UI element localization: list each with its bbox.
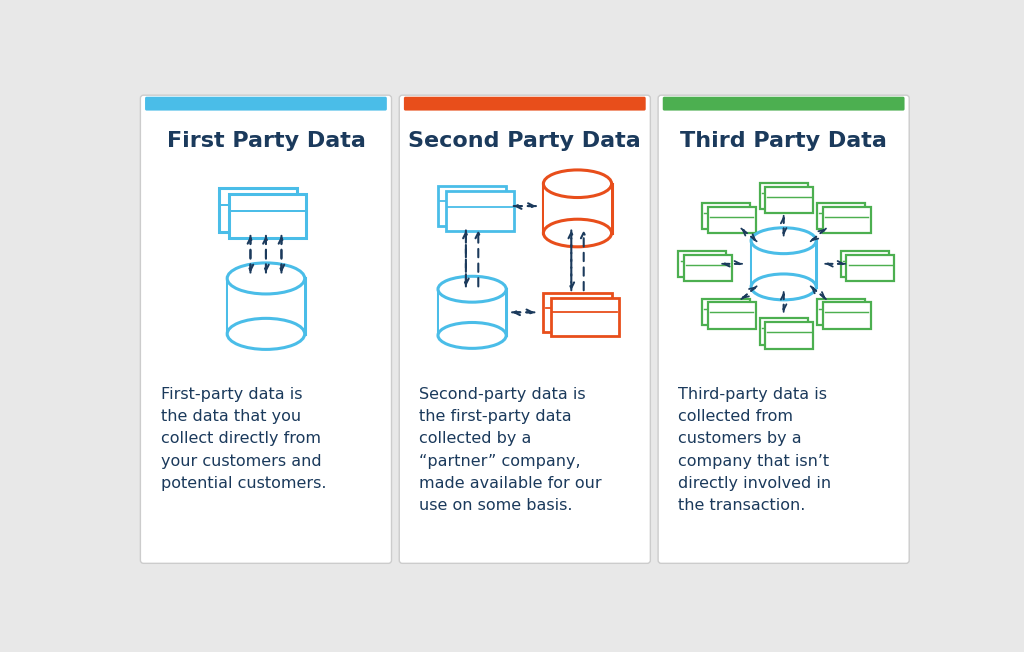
Bar: [445, 192, 514, 231]
Bar: [760, 183, 808, 209]
Ellipse shape: [438, 323, 506, 348]
Bar: [438, 289, 506, 335]
Text: First Party Data: First Party Data: [167, 130, 366, 151]
Bar: [822, 207, 870, 233]
Bar: [702, 203, 751, 229]
Bar: [841, 251, 889, 277]
Bar: [702, 299, 751, 325]
Text: Third-party data is
collected from
customers by a
company that isn’t
directly in: Third-party data is collected from custo…: [678, 387, 831, 513]
FancyBboxPatch shape: [399, 95, 650, 563]
FancyBboxPatch shape: [145, 96, 387, 111]
Bar: [678, 251, 726, 277]
Bar: [765, 187, 813, 213]
Bar: [684, 254, 732, 281]
Bar: [822, 303, 870, 329]
Text: Third Party Data: Third Party Data: [680, 130, 887, 151]
Bar: [439, 289, 506, 335]
Ellipse shape: [227, 263, 305, 294]
Bar: [146, 98, 385, 106]
Bar: [765, 322, 813, 349]
Bar: [551, 298, 620, 336]
Bar: [752, 241, 815, 287]
Ellipse shape: [544, 170, 611, 198]
Text: First-party data is
the data that you
collect directly from
your customers and
p: First-party data is the data that you co…: [161, 387, 326, 491]
Bar: [665, 98, 903, 106]
Bar: [544, 184, 610, 233]
Bar: [751, 241, 816, 287]
Ellipse shape: [544, 219, 611, 247]
Bar: [817, 203, 865, 229]
Bar: [708, 303, 756, 329]
Ellipse shape: [751, 274, 816, 300]
Bar: [406, 98, 644, 106]
Bar: [219, 188, 297, 232]
FancyBboxPatch shape: [658, 95, 909, 563]
Ellipse shape: [227, 318, 305, 349]
Bar: [228, 278, 304, 334]
Ellipse shape: [751, 228, 816, 254]
FancyBboxPatch shape: [140, 95, 391, 563]
Bar: [544, 184, 611, 233]
Bar: [817, 299, 865, 325]
Bar: [227, 278, 305, 334]
Bar: [438, 186, 506, 226]
Bar: [847, 254, 895, 281]
Text: Second-party data is
the first-party data
collected by a
“partner” company,
made: Second-party data is the first-party dat…: [420, 387, 602, 513]
FancyBboxPatch shape: [403, 96, 646, 111]
Ellipse shape: [438, 276, 506, 302]
FancyBboxPatch shape: [663, 96, 904, 111]
Bar: [708, 207, 756, 233]
Bar: [544, 293, 611, 332]
Bar: [228, 194, 306, 239]
Text: Second Party Data: Second Party Data: [409, 130, 641, 151]
Bar: [760, 318, 808, 345]
